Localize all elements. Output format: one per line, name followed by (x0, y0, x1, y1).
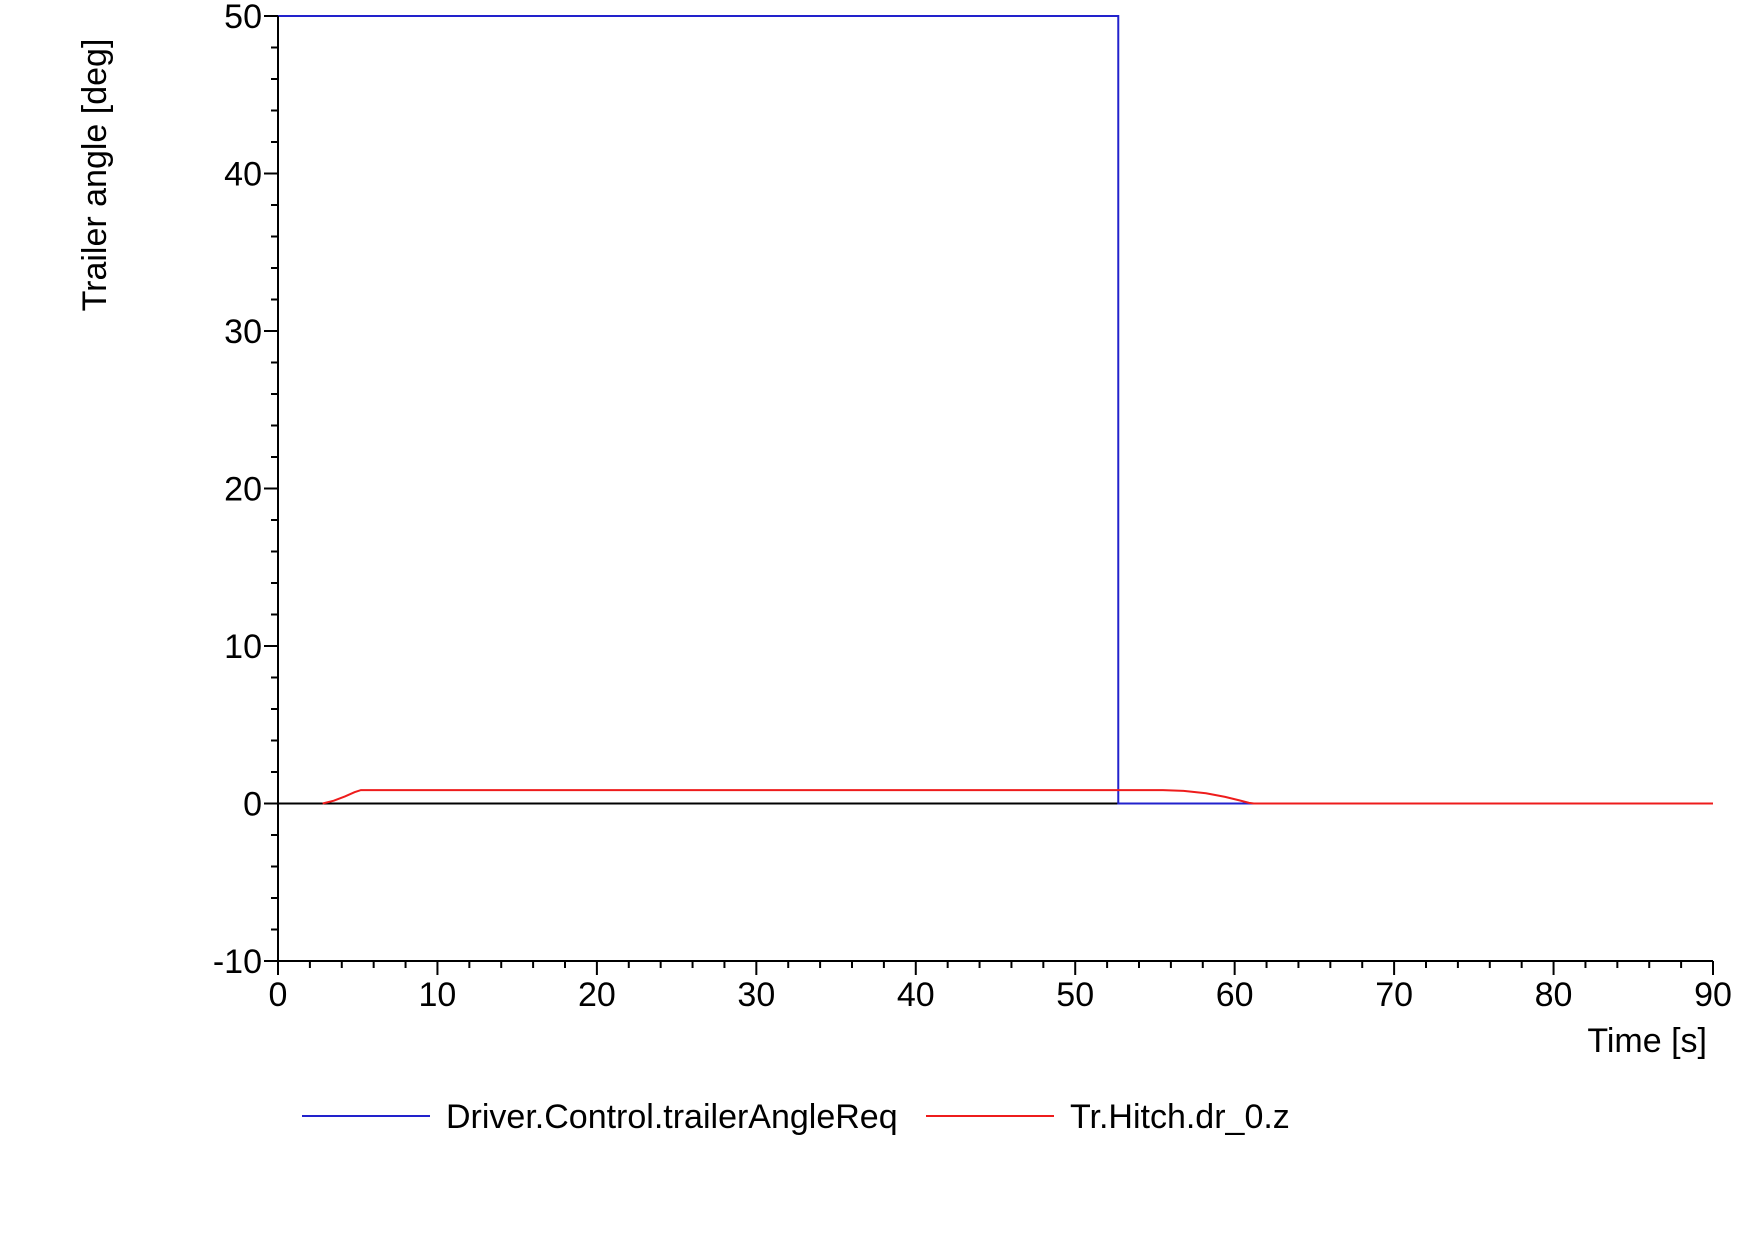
x-tick-label: 0 (269, 976, 288, 1014)
x-tick-label: 70 (1375, 976, 1413, 1014)
y-tick-label: 0 (243, 786, 262, 824)
x-tick-label: 60 (1216, 976, 1254, 1014)
axis-ticks (264, 15, 1714, 975)
x-tick-label: 90 (1694, 976, 1732, 1014)
x-tick-label: 40 (897, 976, 935, 1014)
legend: Driver.Control.trailerAngleReq Tr.Hitch.… (302, 1098, 1290, 1136)
y-tick-label: 10 (224, 628, 262, 666)
legend-label-hitch-dr-z: Tr.Hitch.dr_0.z (1070, 1098, 1290, 1136)
x-tick-label: 20 (578, 976, 616, 1014)
y-axis-title: Trailer angle [deg] (76, 39, 114, 312)
y-tick-label: -10 (213, 943, 262, 981)
y-tick-label: 40 (224, 156, 262, 194)
x-tick-label: 80 (1535, 976, 1573, 1014)
y-tick-label: 20 (224, 471, 262, 509)
y-tick-label: 30 (224, 313, 262, 351)
x-axis-title: Time [s] (1587, 1022, 1707, 1060)
x-tick-label: 10 (419, 976, 457, 1014)
x-tick-label: 50 (1056, 976, 1094, 1014)
series-lines (278, 15, 1713, 805)
series-line-1 (322, 789, 1713, 805)
y-tick-label: 50 (224, 0, 262, 36)
series-line-0 (278, 15, 1713, 805)
legend-label-trailer-angle-req: Driver.Control.trailerAngleReq (446, 1098, 898, 1136)
x-tick-label: 30 (737, 976, 775, 1014)
